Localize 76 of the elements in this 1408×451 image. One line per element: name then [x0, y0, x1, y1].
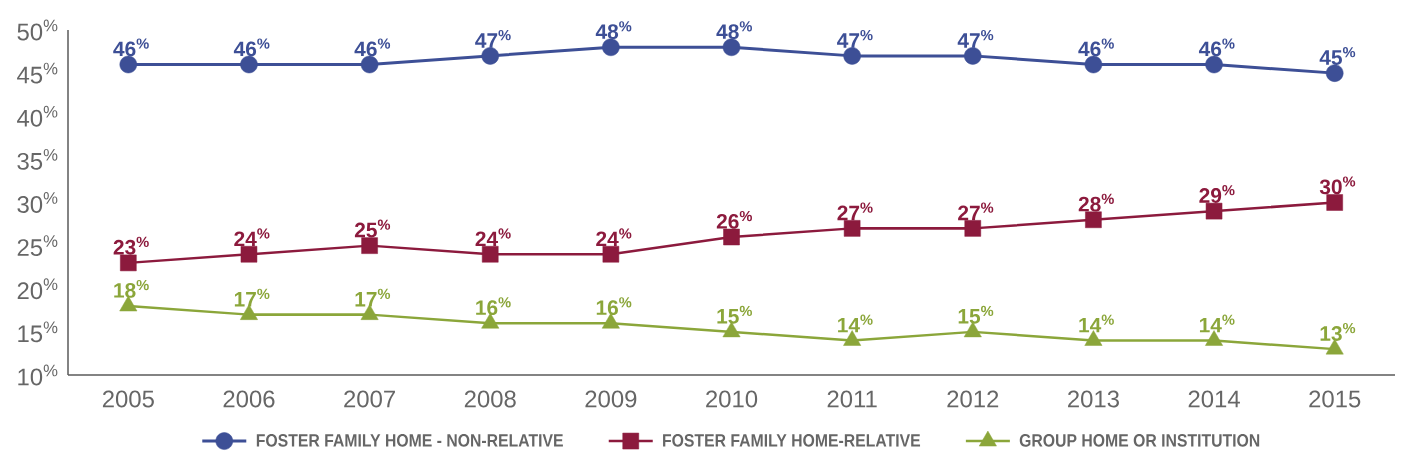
point — [361, 237, 378, 254]
point — [481, 47, 499, 65]
data-label: 18$^{%}$ — [114, 279, 149, 298]
y-tick-label: 35$^{%}$ — [17, 148, 58, 170]
point — [119, 55, 138, 74]
x-tick-label: 2015 — [1309, 390, 1361, 408]
y-tick-label: 50$^{%}$ — [17, 19, 58, 41]
x-tick-label: 2008 — [464, 390, 516, 408]
data-label: 46$^{%}$ — [233, 38, 270, 57]
data-label: 24$^{%}$ — [234, 228, 270, 247]
data-label: 46$^{%}$ — [113, 38, 149, 57]
x-tick-label: 2007 — [344, 390, 395, 408]
point — [1085, 211, 1102, 228]
y-tick-label: 25$^{%}$ — [17, 235, 58, 257]
legend-label: FOSTER FAMILY HOME-RELATIVE — [663, 434, 921, 447]
data-label: 27$^{%}$ — [958, 202, 994, 221]
point — [964, 47, 982, 65]
x-tick-label: 2006 — [223, 390, 275, 408]
point — [481, 246, 499, 263]
data-label: 16$^{%}$ — [476, 297, 511, 316]
x-tick-label: 2009 — [585, 390, 637, 408]
x-tick-label: 2012 — [947, 390, 999, 408]
data-label: 48$^{%}$ — [716, 21, 752, 40]
point — [120, 254, 137, 272]
data-label: 47$^{%}$ — [957, 29, 994, 48]
point — [843, 220, 861, 237]
data-label: 46$^{%}$ — [1198, 38, 1235, 57]
data-label: 16$^{%}$ — [596, 297, 632, 316]
data-label: 28$^{%}$ — [1078, 193, 1114, 212]
point — [723, 228, 740, 246]
data-label: 48$^{%}$ — [595, 21, 632, 40]
data-label: 14$^{%}$ — [838, 314, 873, 333]
data-label: 26$^{%}$ — [716, 210, 752, 229]
data-label: 13$^{%}$ — [1320, 323, 1356, 341]
point — [722, 38, 741, 56]
point — [843, 47, 861, 65]
data-label: 25$^{%}$ — [354, 219, 391, 238]
data-label: 15$^{%}$ — [717, 305, 752, 324]
x-tick-label: 2014 — [1188, 390, 1240, 408]
point — [602, 38, 620, 56]
x-tick-label: 2010 — [706, 390, 758, 408]
data-label: 23$^{%}$ — [113, 236, 149, 255]
point — [1326, 194, 1343, 211]
point — [240, 246, 258, 263]
data-label: 24$^{%}$ — [596, 228, 632, 247]
data-label: 14$^{%}$ — [1199, 314, 1235, 333]
x-tick-label: 2011 — [827, 390, 877, 408]
data-label: 17$^{%}$ — [355, 288, 391, 307]
data-label: 29$^{%}$ — [1199, 185, 1235, 203]
data-label: 45$^{%}$ — [1319, 47, 1356, 65]
data-label: 15$^{%}$ — [958, 305, 994, 324]
y-tick-label: 45$^{%}$ — [17, 62, 58, 84]
legend-label: FOSTER FAMILY HOME - NON-RELATIVE — [256, 434, 563, 447]
x-tick-label: 2013 — [1068, 390, 1119, 408]
data-label: 27$^{%}$ — [837, 202, 873, 221]
point — [964, 220, 982, 237]
data-label: 47$^{%}$ — [475, 29, 511, 48]
point — [1205, 202, 1223, 220]
point — [1325, 64, 1344, 82]
data-label: 17$^{%}$ — [234, 288, 270, 307]
point — [602, 246, 620, 263]
y-tick-label: 15$^{%}$ — [18, 321, 58, 343]
point — [360, 55, 379, 74]
data-label: 47$^{%}$ — [837, 29, 873, 48]
data-label: 14$^{%}$ — [1079, 314, 1114, 333]
data-label: 46$^{%}$ — [1078, 38, 1114, 57]
data-label: 46$^{%}$ — [354, 38, 391, 57]
y-tick-label: 40$^{%}$ — [17, 105, 58, 127]
x-tick-label: 2005 — [102, 390, 154, 408]
y-tick-label: 30$^{%}$ — [17, 192, 58, 213]
data-label: 30$^{%}$ — [1319, 176, 1356, 195]
point — [1084, 55, 1103, 74]
data-label: 24$^{%}$ — [475, 228, 511, 247]
y-tick-label: 10$^{%}$ — [18, 364, 58, 386]
y-tick-label: 20$^{%}$ — [17, 278, 58, 300]
legend-label: GROUP HOME OR INSTITUTION — [1019, 434, 1260, 447]
